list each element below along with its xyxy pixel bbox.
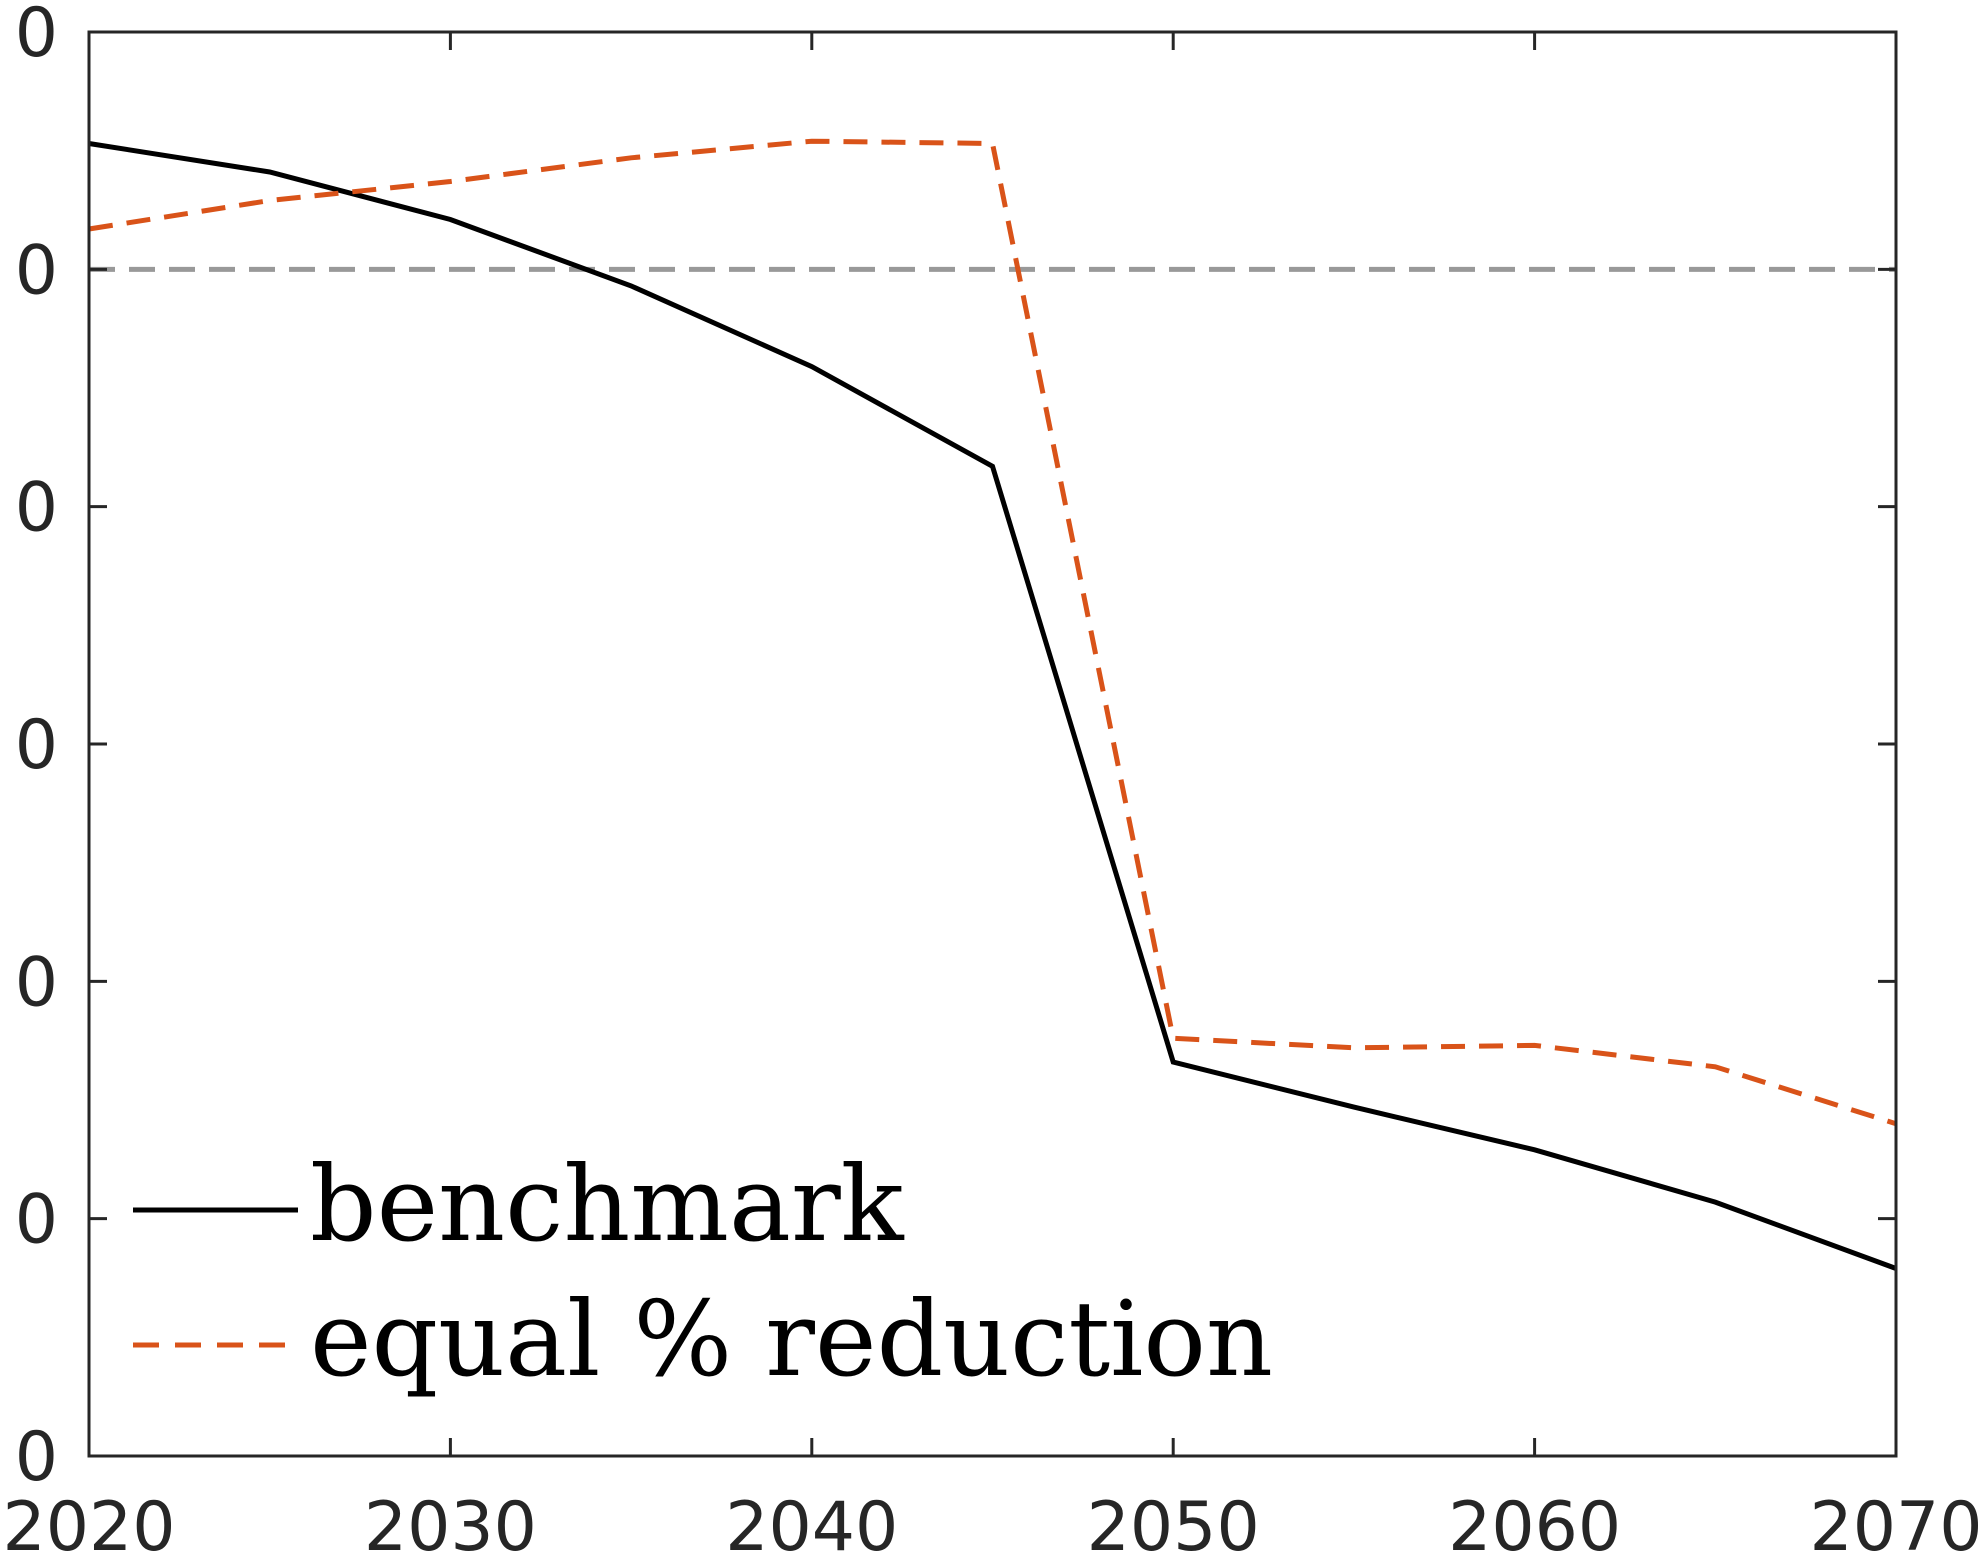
y-tick-label: 0	[15, 706, 58, 785]
y-tick-label: 0	[15, 1418, 58, 1497]
x-tick-label: 2030	[364, 1488, 537, 1554]
y-tick-label: 0	[15, 0, 58, 73]
x-tick-label: 2070	[1809, 1488, 1982, 1554]
series-line-equal-reduction	[88, 138, 1897, 1127]
legend: benchmark equal % reduction	[133, 1143, 1273, 1400]
x-tick-label: 2050	[1087, 1488, 1260, 1554]
series-line-benchmark	[88, 141, 1897, 1271]
plot-area	[88, 138, 1897, 1271]
legend-label: equal % reduction	[310, 1278, 1273, 1400]
x-tick-label: 2020	[2, 1488, 175, 1554]
x-tick-label: 2060	[1448, 1488, 1621, 1554]
legend-label: benchmark	[310, 1143, 905, 1265]
y-tick-label: 0	[15, 469, 58, 548]
y-tick-label: 0	[15, 943, 58, 1022]
x-tick-label: 2040	[725, 1488, 898, 1554]
y-tick-label: 0	[15, 231, 58, 310]
y-tick-label: 0	[15, 1181, 58, 1260]
